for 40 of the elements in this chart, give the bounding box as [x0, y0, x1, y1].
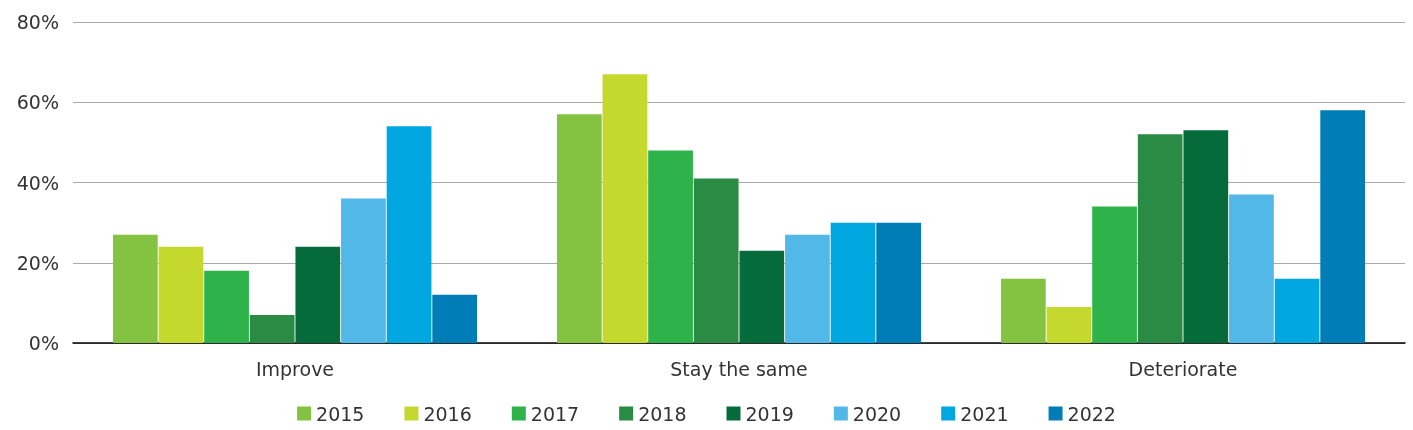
x-tick-label: Improve [255, 357, 335, 380]
bar [876, 222, 922, 343]
legend-label: 2015 [316, 402, 365, 425]
legend-label: 2018 [638, 402, 687, 425]
bar [341, 198, 386, 343]
bar [1229, 194, 1274, 343]
bar [1092, 206, 1137, 343]
bar [432, 294, 478, 343]
y-tick-label: 20% [16, 251, 59, 274]
bar [295, 246, 341, 343]
y-tick-label: 60% [16, 91, 59, 114]
bar [785, 234, 830, 343]
bar [830, 222, 876, 343]
bar [1000, 278, 1046, 343]
y-tick-label: 0% [28, 332, 59, 354]
legend-label: 2020 [852, 402, 902, 425]
bar [1046, 306, 1092, 343]
bar [648, 150, 693, 343]
bar [693, 178, 739, 343]
bar [204, 270, 249, 343]
bar [158, 246, 204, 343]
x-tick-label: Deteriorate [1128, 357, 1238, 380]
bar [386, 126, 432, 343]
bar [1320, 110, 1366, 343]
legend-label: 2019 [745, 402, 794, 425]
legend-label: 2016 [423, 402, 472, 425]
bar [556, 114, 602, 343]
legend-label: 2021 [960, 402, 1009, 425]
y-tick-label: 80% [16, 11, 59, 33]
bar [249, 314, 295, 343]
bar [1137, 134, 1183, 343]
y-tick-label: 40% [16, 171, 59, 194]
bar [1183, 130, 1229, 343]
legend-label: 2022 [1067, 402, 1116, 425]
bar [112, 234, 158, 343]
bar [602, 74, 648, 343]
bar [1274, 278, 1320, 343]
x-tick-label: Stay the same [670, 357, 808, 380]
legend-label: 2017 [530, 402, 580, 425]
bar [739, 250, 785, 343]
